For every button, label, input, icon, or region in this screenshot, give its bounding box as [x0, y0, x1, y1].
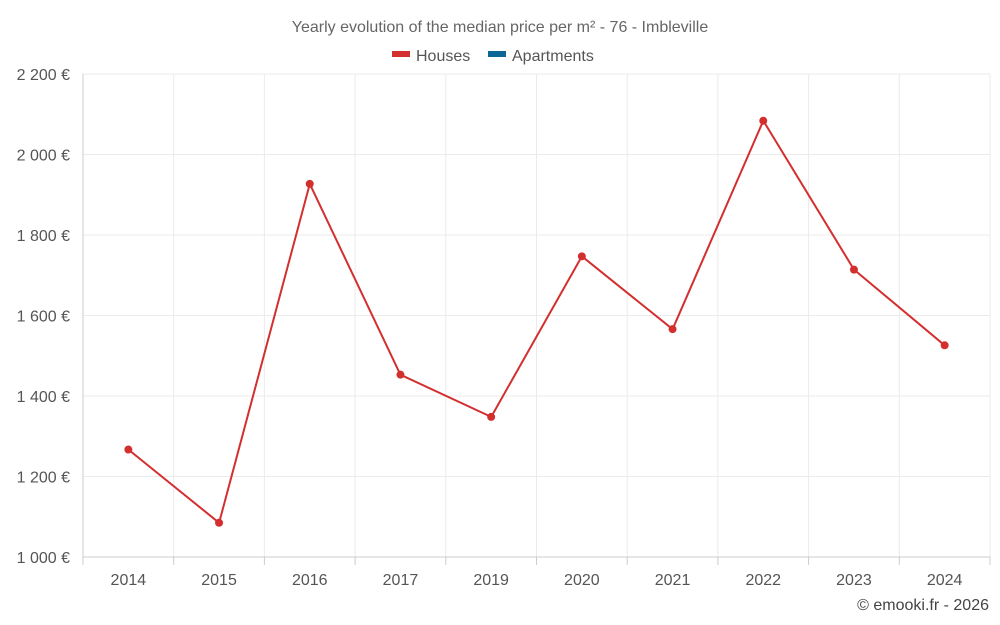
x-tick-label: 2020: [564, 572, 600, 589]
x-axis-tick-labels: 2014 2015 2016 2017 2019 2020 2021 2022 2023 2024: [111, 572, 963, 589]
y-tick-label: 1 000 €: [17, 550, 70, 567]
y-axis-tick-labels: 1 000 € 1 200 € 1 400 € 1 600 € 1 800 € 2 000…: [17, 67, 70, 567]
data-point-2016[interactable]: [305, 179, 314, 188]
x-tick-label: 2024: [927, 572, 963, 589]
data-point-2020[interactable]: [577, 252, 586, 261]
y-tick-label: 2 200 €: [17, 67, 70, 84]
legend-item-houses[interactable]: Houses: [392, 48, 470, 65]
x-tick-label: 2021: [655, 572, 691, 589]
series-houses: [124, 116, 949, 527]
data-point-2024[interactable]: [940, 341, 949, 350]
y-tick-label: 1 400 €: [17, 389, 70, 406]
data-point-2019[interactable]: [487, 412, 496, 421]
legend-label: Apartments: [512, 48, 594, 65]
data-point-2022[interactable]: [759, 116, 768, 125]
x-tick-label: 2022: [745, 572, 781, 589]
legend-item-apartments[interactable]: Apartments: [488, 48, 594, 65]
data-point-2015[interactable]: [215, 518, 224, 527]
legend-swatch: [488, 51, 506, 57]
chart-title: Yearly evolution of the median price per…: [292, 19, 709, 36]
series-layer: [124, 116, 949, 527]
axes: [82, 74, 991, 565]
x-tick-label: 2014: [111, 572, 147, 589]
x-tick-label: 2019: [473, 572, 509, 589]
data-point-2021[interactable]: [668, 325, 677, 334]
legend-swatch: [392, 51, 410, 57]
x-tick-label: 2017: [383, 572, 419, 589]
y-tick-label: 1 800 €: [17, 228, 70, 245]
y-tick-label: 1 200 €: [17, 470, 70, 487]
data-point-2023[interactable]: [849, 265, 858, 274]
legend-label: Houses: [416, 48, 470, 65]
x-tick-label: 2016: [292, 572, 328, 589]
credit-text: © emooki.fr - 2026: [857, 597, 989, 614]
series-line-houses: [127, 119, 946, 524]
x-tick-label: 2015: [201, 572, 237, 589]
x-gridlines: [173, 74, 991, 557]
y-tick-label: 2 000 €: [17, 148, 70, 165]
legend: Houses Apartments: [392, 48, 594, 65]
x-tick-label: 2023: [836, 572, 872, 589]
y-tick-label: 1 600 €: [17, 309, 70, 326]
data-point-2014[interactable]: [124, 445, 133, 454]
data-point-2017[interactable]: [396, 370, 405, 379]
